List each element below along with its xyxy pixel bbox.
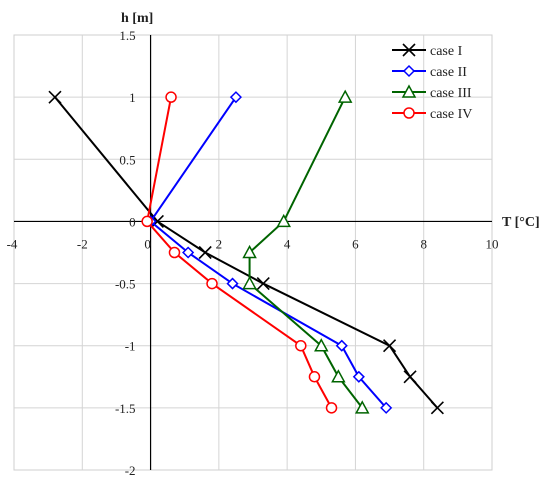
data-point-diamond — [182, 246, 195, 259]
series-2 — [144, 91, 393, 414]
data-point-diamond — [352, 370, 365, 383]
data-point-circle — [165, 91, 177, 103]
data-point-triangle — [242, 244, 257, 259]
data-point-circle — [206, 277, 218, 290]
data-point-triangle — [242, 276, 257, 290]
series-line — [248, 96, 364, 409]
data-point-diamond — [380, 401, 393, 414]
series-group — [48, 89, 444, 415]
y-tick-label: -1 — [125, 339, 136, 354]
legend: case I case II case III case IV — [392, 43, 472, 122]
data-point-triangle — [331, 369, 346, 383]
x-tick-label: 2 — [216, 236, 223, 251]
data-point-triangle — [314, 338, 329, 352]
data-point-x — [383, 339, 397, 353]
y-tick-label: -2 — [125, 463, 136, 478]
y-axis-title: h [m] — [121, 11, 153, 26]
data-point-circle — [141, 215, 153, 228]
axes — [14, 35, 492, 470]
legend-item: case II — [392, 64, 467, 80]
x-tick-label: -4 — [7, 236, 18, 251]
data-point-diamond — [335, 339, 348, 352]
data-point-x — [256, 277, 270, 291]
legend-label: case I — [430, 44, 463, 59]
x-tick-label: 6 — [352, 236, 359, 251]
data-point-circle — [295, 339, 307, 352]
tick-labels: -4 -2 0 2 4 6 8 10 1.5 1 0.5 0 -0.5 -1 -1.5 -2 — [7, 28, 499, 478]
data-point-circle — [325, 402, 338, 414]
y-tick-label: -0.5 — [115, 277, 136, 292]
y-tick-label: 1.5 — [119, 28, 135, 43]
y-tick-label: 1 — [129, 90, 136, 105]
series-4 — [141, 91, 338, 414]
legend-item: case III — [392, 84, 472, 101]
data-point-triangle — [337, 89, 353, 103]
data-point-diamond — [402, 64, 416, 78]
x-tick-label: 10 — [486, 236, 499, 251]
legend-label: case III — [430, 86, 472, 101]
data-point-x — [403, 370, 417, 384]
data-point-triangle — [276, 213, 291, 228]
data-point-circle — [168, 246, 181, 259]
legend-item: case IV — [392, 107, 472, 122]
x-tick-label: 8 — [420, 236, 427, 251]
data-point-circle — [403, 107, 415, 119]
y-tick-label: -1.5 — [115, 401, 136, 416]
y-tick-label: 0.5 — [119, 152, 135, 167]
x-tick-label: 4 — [284, 236, 291, 251]
data-point-diamond — [226, 277, 239, 290]
data-point-x — [430, 401, 444, 415]
data-point-x — [402, 43, 416, 57]
x-tick-label: -2 — [77, 236, 88, 251]
x-axis-title: T [°C] — [502, 215, 540, 230]
x-tick-label: 0 — [144, 236, 151, 251]
legend-label: case IV — [430, 107, 472, 122]
plot-frame — [13, 34, 493, 471]
data-point-x — [198, 245, 212, 260]
legend-label: case II — [430, 65, 467, 80]
data-point-diamond — [229, 91, 242, 104]
data-point-x — [48, 90, 62, 104]
series-3 — [242, 89, 370, 414]
legend-item: case I — [392, 43, 463, 59]
data-point-circle — [308, 371, 321, 383]
y-tick-label: 0 — [129, 214, 136, 229]
data-point-triangle — [354, 400, 370, 414]
data-point-triangle — [401, 84, 417, 98]
